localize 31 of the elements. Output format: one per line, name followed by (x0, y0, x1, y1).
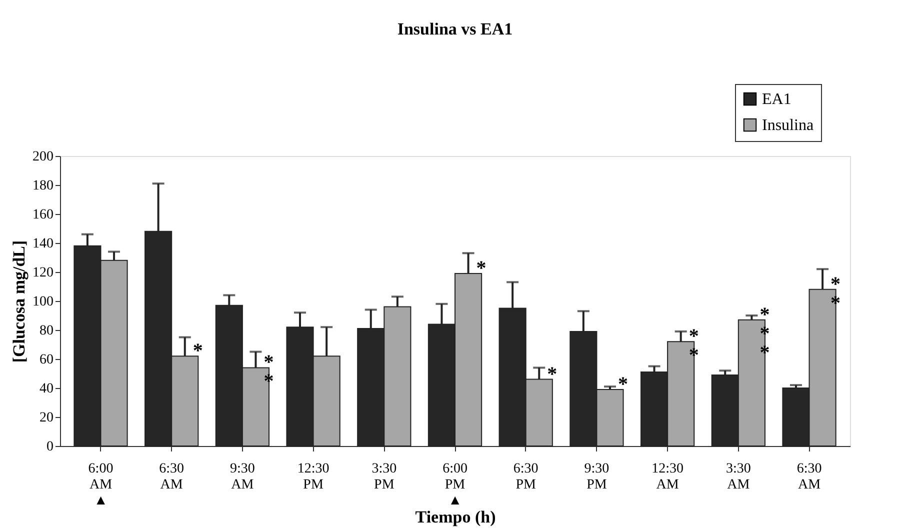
y-tick-label: 160 (32, 208, 54, 222)
x-tick-label: 6:30 AM (159, 462, 184, 492)
annotation: * (476, 257, 486, 280)
y-tick-label: 20 (40, 410, 54, 426)
x-tick-label: 6:00 PM ▲ (442, 462, 468, 508)
x-tick-label: 9:30 AM (230, 462, 255, 492)
x-axis-title: Tiempo (h) (415, 508, 496, 526)
y-axis-title: [Glucosa mg/dL] (10, 240, 28, 363)
x-tick-label: 12:30 PM (297, 462, 330, 492)
x-tick-label: 6:30 AM (796, 462, 822, 492)
legend-label: Insulina (762, 117, 814, 134)
y-tick-label: 140 (32, 236, 54, 252)
y-tick-label: 60 (40, 352, 54, 368)
x-tick-label: 9:30 PM (584, 462, 610, 492)
legend-label: EA1 (762, 91, 792, 108)
y-tick-label: 0 (46, 440, 54, 454)
x-tick-label: 6:00 AM ▲ (88, 462, 114, 508)
y-tick-label: 100 (32, 294, 54, 310)
x-tick-label: 12:30 AM (652, 462, 684, 492)
y-tick-label: 200 (32, 150, 54, 164)
chart-title: Insulina vs EA1 (397, 20, 513, 38)
y-tick-label: 80 (40, 324, 54, 338)
x-tick-label: 3:30 PM (372, 462, 397, 492)
y-tick-label: 40 (40, 382, 54, 396)
y-tick-label: 180 (32, 178, 54, 194)
x-tick-label: 6:30 PM (513, 462, 538, 492)
x-tick-label: 3:30 AM (726, 462, 751, 492)
annotation: * (192, 340, 203, 362)
y-tick-label: 120 (32, 266, 54, 280)
annotation: * (547, 363, 558, 386)
annotation: * (618, 373, 628, 396)
